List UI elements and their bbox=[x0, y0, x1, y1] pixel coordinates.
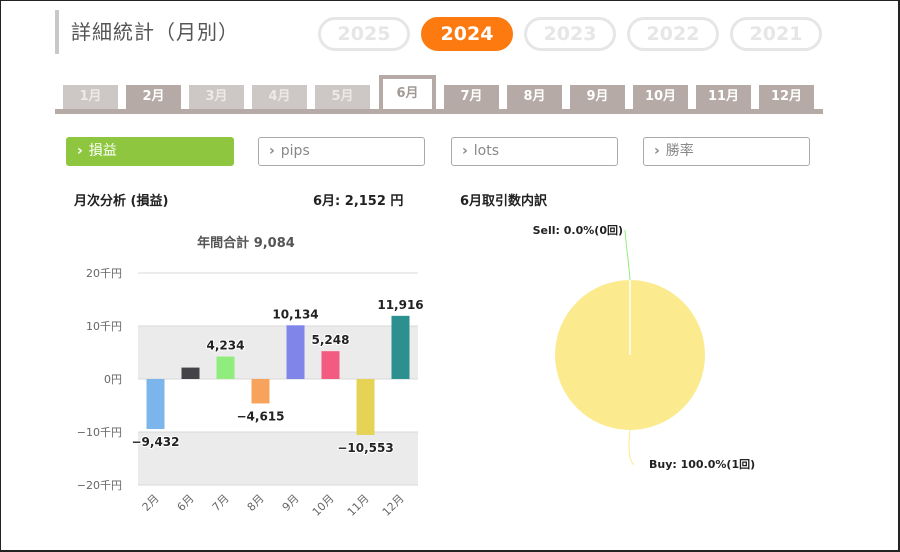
breakdown-label: 6月取引数内訳 bbox=[460, 194, 548, 209]
year-button-2025[interactable]: 2025 bbox=[318, 17, 410, 51]
x-tick-label: 2月 bbox=[140, 492, 162, 514]
bar-2月[interactable] bbox=[146, 379, 165, 429]
bar-12月[interactable] bbox=[391, 315, 410, 379]
page-title: 詳細統計（月別） bbox=[55, 10, 239, 54]
month-tab-6[interactable]: 6月 bbox=[379, 75, 436, 109]
year-button-2021[interactable]: 2021 bbox=[730, 17, 822, 51]
metric-button-2[interactable]: › lots bbox=[451, 137, 618, 166]
year-button-2023[interactable]: 2023 bbox=[524, 17, 616, 51]
bar-data-label: −10,553 bbox=[337, 441, 393, 455]
bar-data-label: 4,234 bbox=[207, 339, 245, 353]
month-tab-3[interactable]: 3月 bbox=[189, 85, 244, 109]
y-tick-label: 0円 bbox=[104, 373, 122, 386]
pie-label-buy: Buy: 100.0%(1回) bbox=[649, 457, 755, 471]
month-tab-8[interactable]: 8月 bbox=[507, 85, 562, 109]
plot-band bbox=[138, 432, 418, 485]
x-tick-label: 12月 bbox=[380, 492, 407, 519]
year-selector: 2025 2024 2023 2022 2021 bbox=[318, 17, 833, 51]
metric-button-3[interactable]: › 勝率 bbox=[643, 137, 810, 166]
x-tick-label: 8月 bbox=[245, 492, 267, 514]
month-tab-10[interactable]: 10月 bbox=[633, 85, 688, 109]
bar-data-label: −9,432 bbox=[131, 435, 179, 449]
pie-connector-sell bbox=[624, 229, 631, 281]
pie-label-sell: Sell: 0.0%(0回) bbox=[533, 225, 623, 237]
metric-button-1[interactable]: › pips bbox=[258, 137, 425, 166]
chart-title: 年間合計 9,084 bbox=[197, 235, 295, 251]
x-tick-label: 6月 bbox=[175, 492, 197, 514]
trade-breakdown-pie-chart: Sell: 0.0%(0回) Buy: 100.0%(1回) bbox=[533, 225, 756, 471]
month-tab-4[interactable]: 4月 bbox=[252, 85, 307, 109]
metric-button-label: pips bbox=[280, 143, 310, 159]
metric-button-label: 損益 bbox=[88, 143, 117, 159]
bar-11月[interactable] bbox=[356, 379, 375, 435]
month-tab-12[interactable]: 12月 bbox=[759, 85, 814, 109]
month-tab-11[interactable]: 11月 bbox=[696, 85, 751, 109]
chevron-right-icon: › bbox=[269, 143, 275, 159]
pie-connector-buy bbox=[628, 429, 635, 466]
chevron-right-icon: › bbox=[462, 143, 468, 159]
plot-band bbox=[138, 326, 418, 379]
month-tab-1[interactable]: 1月 bbox=[63, 85, 118, 109]
monthly-analysis-label: 月次分析 (損益) bbox=[74, 194, 169, 209]
metric-button-label: lots bbox=[473, 143, 500, 159]
bar-9月[interactable] bbox=[286, 325, 305, 379]
month-tab-5[interactable]: 5月 bbox=[315, 85, 370, 109]
bar-6月[interactable] bbox=[181, 367, 200, 379]
chevron-right-icon: › bbox=[77, 143, 83, 159]
year-button-2022[interactable]: 2022 bbox=[627, 17, 719, 51]
month-tabs: 1月 2月 3月 4月 5月 6月 7月 8月 9月 10月 11月 12月 bbox=[55, 75, 823, 114]
bar-7月[interactable] bbox=[216, 356, 235, 379]
monthly-pnl-bar-chart: 20千円 10千円 0円 −10千円 −20千円 年間合計 9,084 −9,432 2月 6月… bbox=[77, 235, 425, 519]
bar-8月[interactable] bbox=[251, 379, 270, 404]
chevron-right-icon: › bbox=[654, 143, 660, 159]
bar-10月[interactable] bbox=[321, 351, 340, 379]
month-tab-7[interactable]: 7月 bbox=[444, 85, 499, 109]
month-tab-2[interactable]: 2月 bbox=[126, 85, 181, 109]
y-tick-label: 10千円 bbox=[86, 320, 122, 333]
bar-data-label: 11,916 bbox=[377, 298, 423, 312]
x-tick-label: 10月 bbox=[310, 492, 337, 519]
y-tick-label: 20千円 bbox=[86, 267, 122, 280]
y-tick-label: −20千円 bbox=[77, 479, 122, 492]
y-tick-label: −10千円 bbox=[77, 426, 122, 439]
year-button-2024[interactable]: 2024 bbox=[421, 17, 513, 51]
metric-button-label: 勝率 bbox=[665, 143, 694, 159]
month-tab-9[interactable]: 9月 bbox=[570, 85, 625, 109]
bar-data-label: 10,134 bbox=[272, 307, 318, 321]
x-tick-label: 7月 bbox=[210, 492, 232, 514]
month-tabs-baseline bbox=[55, 109, 823, 114]
bar-data-label: −4,615 bbox=[236, 409, 284, 423]
metric-button-0[interactable]: › 損益 bbox=[66, 137, 234, 166]
bar-data-label: 5,248 bbox=[312, 333, 350, 347]
x-tick-label: 11月 bbox=[345, 492, 372, 519]
month-value-label: 6月: 2,152 円 bbox=[313, 194, 404, 209]
x-tick-label: 9月 bbox=[280, 492, 302, 514]
